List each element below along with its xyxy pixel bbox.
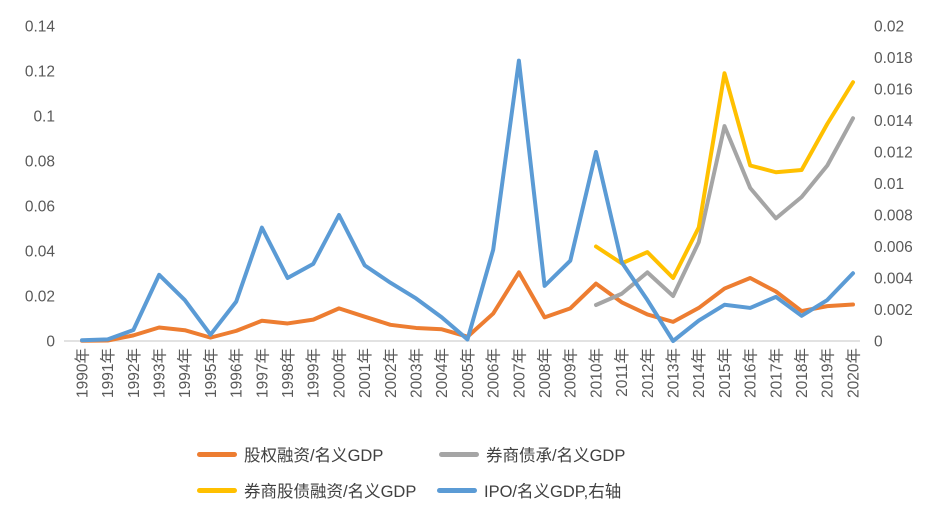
x-axis-label: 2013年 bbox=[665, 348, 683, 398]
left-axis-tick-label: 0 bbox=[46, 334, 55, 351]
legend-label: 股权融资/名义GDP bbox=[244, 447, 384, 465]
right-axis-tick-label: 0.004 bbox=[874, 271, 913, 288]
left-axis-tick-label: 0.1 bbox=[33, 109, 55, 126]
x-axis-label: 2009年 bbox=[562, 348, 580, 398]
right-axis-tick-label: 0.01 bbox=[874, 176, 904, 193]
x-axis-label: 2019年 bbox=[819, 348, 837, 398]
x-axis-label: 2002年 bbox=[382, 348, 400, 398]
right-axis-tick-label: 0.012 bbox=[874, 145, 913, 162]
x-axis-label: 2010年 bbox=[587, 348, 605, 398]
x-axis-label: 1999年 bbox=[305, 348, 323, 398]
right-axis-tick-label: 0.02 bbox=[874, 19, 904, 36]
x-axis-label: 2006年 bbox=[485, 348, 503, 398]
x-axis-label: 2018年 bbox=[793, 348, 811, 398]
x-axis-label: 2007年 bbox=[510, 348, 528, 398]
right-axis-tick-label: 0.016 bbox=[874, 82, 913, 99]
left-axis-tick-label: 0.04 bbox=[25, 244, 56, 261]
right-axis-tick-label: 0.002 bbox=[874, 302, 913, 319]
left-axis-tick-label: 0.12 bbox=[25, 64, 55, 81]
legend-swatch-orange bbox=[197, 451, 237, 457]
left-axis-tick-label: 0.06 bbox=[25, 199, 55, 216]
right-axis-tick-label: 0 bbox=[874, 334, 883, 351]
legend-swatch-gray bbox=[439, 451, 479, 457]
legend-swatch-blue bbox=[437, 487, 477, 493]
legend-item-ipo-gdp-right-axis: IPO/名义GDP,右轴 bbox=[437, 481, 622, 501]
legend-label: 券商债承/名义GDP bbox=[486, 447, 626, 465]
series-line-1 bbox=[594, 116, 855, 307]
legend-item-broker-bond-underwriting: 券商债承/名义GDP bbox=[439, 445, 626, 465]
right-axis-tick-label: 0.008 bbox=[874, 208, 913, 225]
right-axis-tick-label: 0.006 bbox=[874, 239, 913, 256]
x-axis-label: 1996年 bbox=[228, 348, 246, 398]
legend-label: IPO/名义GDP,右轴 bbox=[484, 483, 622, 501]
x-axis-label: 2017年 bbox=[767, 348, 785, 398]
x-axis-label: 2015年 bbox=[716, 348, 734, 398]
right-axis-tick-label: 0.018 bbox=[874, 50, 913, 67]
x-axis-label: 2000年 bbox=[330, 348, 348, 398]
x-axis-label: 1992年 bbox=[125, 348, 143, 398]
x-axis-label: 2012年 bbox=[639, 348, 657, 398]
x-axis-label: 1995年 bbox=[202, 348, 220, 398]
left-axis-tick-label: 0.08 bbox=[25, 154, 55, 171]
x-axis-label: 2016年 bbox=[742, 348, 760, 398]
x-axis-label: 1997年 bbox=[253, 348, 271, 398]
x-axis-label: 2001年 bbox=[356, 348, 374, 398]
x-axis-label: 2020年 bbox=[844, 348, 862, 398]
x-axis-label: 2003年 bbox=[408, 348, 426, 398]
x-axis-label: 2014年 bbox=[690, 348, 708, 398]
series-line-2 bbox=[594, 71, 855, 280]
x-axis-label: 1990年 bbox=[73, 348, 91, 398]
left-axis-tick-label: 0.14 bbox=[25, 19, 56, 36]
x-axis-label: 2004年 bbox=[433, 348, 451, 398]
x-axis-label: 2005年 bbox=[459, 348, 477, 398]
x-axis-label: 1998年 bbox=[279, 348, 297, 398]
legend-label: 券商股债融资/名义GDP bbox=[244, 483, 417, 501]
x-axis-label: 1993年 bbox=[151, 348, 169, 398]
left-axis-tick-label: 0.02 bbox=[25, 289, 55, 306]
x-axis-label: 1994年 bbox=[176, 348, 194, 398]
series-line-3 bbox=[80, 58, 855, 343]
x-axis-label: 2008年 bbox=[536, 348, 554, 398]
legend-item-equity-financing: 股权融资/名义GDP bbox=[197, 445, 384, 465]
legend-item-broker-equity-bond-financing: 券商股债融资/名义GDP bbox=[197, 481, 417, 501]
x-axis-label: 1991年 bbox=[99, 348, 117, 398]
right-axis-tick-label: 0.014 bbox=[874, 113, 913, 130]
x-axis-label: 2011年 bbox=[613, 348, 631, 397]
legend-swatch-yellow bbox=[197, 487, 237, 493]
